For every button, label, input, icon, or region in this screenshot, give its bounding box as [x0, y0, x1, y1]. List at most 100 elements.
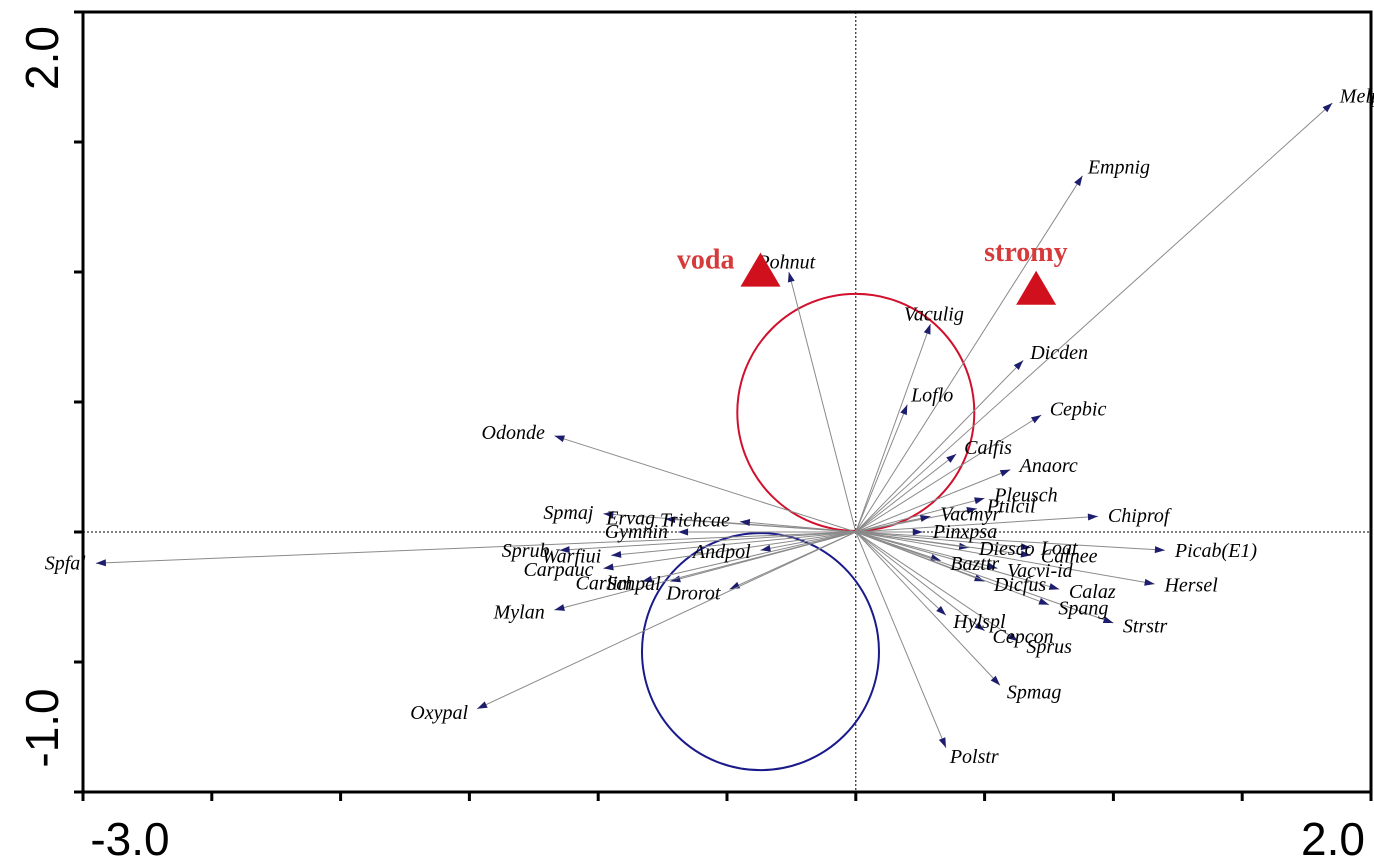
species-label: Spfal [45, 553, 87, 575]
species-arrow-head [1154, 546, 1165, 554]
species-arrow-head [1102, 616, 1114, 623]
plot-frame [81, 10, 1373, 794]
species-label: Picab(E1) [1174, 540, 1258, 562]
species-arrow-head [1007, 632, 1019, 642]
species-arrow [855, 531, 1032, 556]
species-labels: Melpra Empnig Pohnut Vaculig Dicden Loflo Cepb… [45, 85, 1374, 768]
env-marker-voda [740, 252, 781, 287]
species-arrow [855, 531, 1155, 585]
species-arrow-head [603, 563, 614, 571]
species-label: Calaz [1069, 581, 1116, 603]
species-arrow-head [1038, 597, 1049, 605]
species-label: Pohnut [756, 251, 815, 273]
species-label: Trichcae [660, 510, 730, 532]
species-arrow [855, 469, 1011, 533]
env-marker-stromy [1016, 270, 1057, 305]
species-arrow [855, 531, 1114, 624]
species-label: Carpauc [523, 559, 593, 581]
species-label: Spmaj [543, 502, 593, 524]
species-arrow [788, 271, 857, 533]
species-label: Odonde [482, 422, 545, 444]
species-arrow [855, 531, 1001, 686]
species-label: Ervag [605, 507, 655, 529]
species-label: Vacvi-id [1007, 560, 1074, 582]
species-label: Chiprof [1108, 505, 1172, 527]
species-label: Calnee [1041, 546, 1098, 568]
species-arrow [855, 323, 931, 533]
y-tick-label-max: 2.0 [16, 26, 68, 90]
species-label: Pleusch [993, 485, 1057, 507]
axis-ticks [74, 10, 1373, 801]
species-label: Strstr [1123, 615, 1168, 637]
species-arrow [739, 521, 856, 533]
species-label: Spmag [1007, 682, 1061, 704]
species-arrow [855, 414, 1042, 533]
species-arrow [855, 360, 1024, 533]
env-label-voda: voda [677, 245, 735, 276]
species-label: Loflo [910, 384, 953, 406]
species-label: Loat [1040, 537, 1078, 559]
species-arrow-head [554, 604, 565, 611]
species-arrow [855, 531, 1050, 606]
species-arrow-head [611, 550, 622, 558]
species-arrow [855, 531, 1165, 551]
species-arrow-head [1322, 103, 1333, 113]
species-arrow-head [554, 435, 565, 443]
species-arrows [95, 102, 1333, 748]
species-arrow [665, 518, 856, 533]
species-label: Hylspl [952, 611, 1006, 633]
species-arrow [855, 102, 1333, 533]
x-tick-label-max: 2.0 [1301, 813, 1365, 861]
species-arrow-head [923, 324, 931, 335]
species-arrow [855, 515, 931, 533]
species-label: Schpal [606, 573, 661, 595]
species-arrow [554, 531, 856, 611]
species-arrow-head [1020, 550, 1031, 558]
species-label: Dicden [1029, 342, 1088, 364]
species-arrow [95, 531, 856, 564]
species-arrow-head [603, 511, 614, 519]
species-label: Gymnin [605, 521, 668, 543]
species-arrow [855, 531, 947, 748]
species-label: Andpol [691, 541, 751, 563]
species-arrow [855, 515, 1098, 533]
species-label: Dicfus [993, 574, 1046, 596]
species-label: Bazttr [950, 553, 999, 575]
species-label: Oxypal [410, 702, 468, 724]
circle-stromy [640, 532, 880, 772]
species-arrow-head [760, 544, 771, 552]
species-arrow [760, 531, 856, 551]
species-arrow-head [974, 621, 985, 631]
species-arrow-head [974, 497, 985, 505]
species-label: Carlim [576, 573, 633, 595]
species-arrow-head [1020, 543, 1031, 551]
species-arrow-head [912, 528, 923, 536]
species-arrow-head [787, 272, 795, 283]
species-arrow-head [946, 454, 957, 463]
species-arrow [641, 531, 856, 582]
species-label: Pinxpsa [932, 521, 997, 543]
species-arrow [611, 531, 856, 556]
species-arrow-head [665, 516, 676, 524]
species-arrow [855, 404, 908, 533]
species-arrow-head [678, 528, 689, 536]
species-arrow-head [739, 519, 751, 526]
species-arrow [855, 531, 998, 569]
species-label: Melpra [1339, 85, 1374, 107]
species-arrow-head [1048, 583, 1060, 590]
species-arrow-head [936, 605, 946, 616]
species-label: Ptilcil [986, 496, 1036, 518]
species-label: Sprub [502, 540, 550, 562]
species-label: Spang [1058, 597, 1108, 619]
species-arrow [559, 531, 856, 551]
environmental-variables: voda stromy [677, 237, 1068, 305]
species-arrow-head [1074, 175, 1083, 187]
species-arrow-head [559, 546, 570, 554]
species-arrow [855, 531, 985, 632]
species-arrow [855, 531, 1032, 549]
species-arrow-head [938, 737, 946, 748]
species-arrow [855, 531, 947, 616]
species-label: Calfis [964, 437, 1012, 459]
species-arrow-head [1030, 415, 1042, 424]
